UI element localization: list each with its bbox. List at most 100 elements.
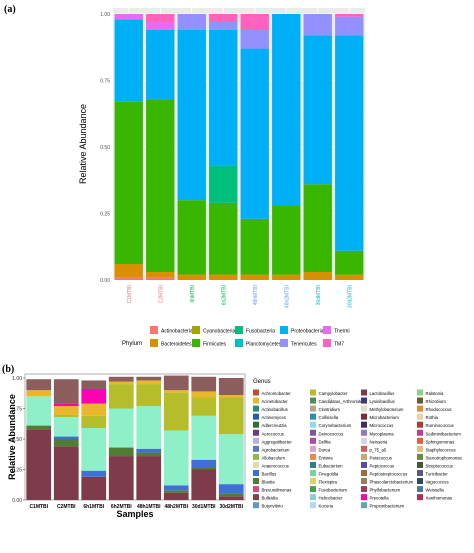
chart-b-legend-label: Campylobacter <box>319 391 348 396</box>
chart-b-legend-swatch <box>417 429 423 436</box>
chart-b-bar-segment <box>191 469 217 500</box>
chart-b-legend-swatch <box>361 437 367 444</box>
chart-a-x-tick-label: 30dMTBI <box>316 285 322 305</box>
chart-b-legend-swatch <box>253 486 259 493</box>
chart-a-bar-segment <box>209 165 238 203</box>
chart-b-bar-segment <box>218 493 244 497</box>
chart-b-legend-label: Peptostreptococcus <box>370 472 408 477</box>
chart-b-legend-swatch <box>310 486 316 493</box>
chart-a-legend-label: Actinobacteria <box>161 329 193 335</box>
chart-b-bar-segment <box>53 379 79 404</box>
chart-b-legend-swatch <box>417 405 423 412</box>
chart-b-legend-label: Paracoccus <box>370 455 392 460</box>
chart-b-legend-label: Stenotrophomonas <box>426 455 462 460</box>
chart-a-bar-segment <box>303 35 332 185</box>
chart-a-legend-label: Fusobacteria <box>246 329 275 335</box>
chart-a-bar-segment <box>209 14 238 22</box>
chart-b-bar-segment <box>53 414 79 418</box>
chart-b-bar-segment <box>108 381 134 385</box>
chart-b-legend-label: Turicibacter <box>426 472 449 477</box>
chart-a-bar-segment <box>114 19 143 102</box>
chart-b-legend-swatch <box>253 461 259 468</box>
chart-b-bar-segment <box>108 447 134 457</box>
chart-a-y-tick-label: 1.00 <box>100 12 110 18</box>
chart-b-legend-label: Phyllobacterium <box>370 488 401 493</box>
chart-b-bar-segment <box>136 380 162 385</box>
chart-b-legend-label: Kocuria <box>319 504 334 509</box>
chart-b-legend-swatch <box>417 389 423 396</box>
chart-a-x-tick-label: C2MTBI <box>158 285 164 303</box>
chart-b-legend-label: Flexispira <box>319 480 338 485</box>
chart-a-legend-swatch <box>280 339 288 347</box>
chart-b-legend-swatch <box>253 405 259 412</box>
chart-b-bar-segment <box>191 391 217 398</box>
chart-b-bar-segment <box>163 390 189 393</box>
chart-b-legend-swatch <box>361 453 367 460</box>
chart-b-y-axis-title: Relative Abundance <box>7 394 17 480</box>
chart-b-legend-label: Phascolarctobacterium <box>370 480 414 485</box>
chart-b-bar-segment <box>26 379 52 391</box>
chart-a-legend-swatch <box>192 339 200 347</box>
chart-b-legend-label: Rothia <box>426 415 439 420</box>
chart-b-legend-label: Erwinia <box>319 455 334 460</box>
chart-b-legend-swatch <box>417 445 423 452</box>
chart-b-legend-label: Actinobacillus <box>262 407 288 412</box>
chart-a-bar-segment <box>240 29 269 49</box>
chart-b-legend-swatch <box>310 502 316 509</box>
chart-b-legend-swatch <box>361 478 367 485</box>
chart-b-legend-title: Genus <box>253 379 271 385</box>
chart-b: 0.00 0.25 0.50 0.75 1.00 C1MTBI C2MTBI 6h1MTBI… <box>7 373 462 519</box>
chart-b-bar-segment <box>136 456 162 500</box>
chart-b-legend-swatch <box>310 429 316 436</box>
chart-b-legend-label: Lactobacillus <box>370 391 395 396</box>
chart-b-y-ticks: 0.00 0.25 0.50 0.75 1.00 <box>12 376 25 504</box>
panel-a-label: (a) <box>4 4 16 15</box>
chart-b-legend-swatch <box>253 413 259 420</box>
chart-b-legend-label: Brevundimonas <box>262 488 292 493</box>
chart-a-bar-segment <box>335 250 364 275</box>
chart-b-x-ticks: C1MTBI C2MTBI 6h1MTBI 6h2MTBI 48h1MTBI 48h2MT… <box>29 504 243 510</box>
chart-b-legend-swatch <box>253 470 259 476</box>
chart-a-y-tick-label: 0.25 <box>100 212 110 218</box>
chart-a-bar-segment <box>114 101 143 265</box>
chart-b-bar-segment <box>81 476 107 500</box>
chart-b-bar-segment <box>218 397 244 435</box>
chart-a-x-tick-label: 30d2MTBI <box>347 285 353 308</box>
chart-b-legend-swatch <box>417 397 423 404</box>
chart-b-bar-segment <box>136 406 162 449</box>
chart-b-bar-segment <box>191 376 217 392</box>
chart-b-legend-label: Collinsella <box>319 415 339 420</box>
chart-b-x-tick-label: 48h2MTBI <box>164 504 188 510</box>
chart-a-bar-segment <box>272 205 301 275</box>
chart-b-legend-label: Sediminibacterium <box>426 431 462 436</box>
chart-b-legend-label: Acinetobacter <box>262 399 289 404</box>
chart-b-bar-segment <box>163 430 189 486</box>
chart-b-bar-segment <box>108 408 134 448</box>
chart-b-bar-segment <box>26 429 52 500</box>
chart-a-bar-segment <box>209 21 238 30</box>
chart-b-legend-swatch <box>310 470 316 476</box>
chart-b-legend-swatch <box>361 429 367 436</box>
chart-b-legend-swatch <box>361 405 367 412</box>
chart-b-bar-segment <box>218 378 244 396</box>
chart-b-legend-swatch <box>310 437 316 444</box>
chart-b-legend-swatch <box>253 429 259 436</box>
chart-a-bar-segment <box>177 200 206 275</box>
chart-b-legend-swatch <box>417 486 423 493</box>
chart-b-bar-segment <box>26 396 52 426</box>
chart-b-legend-label: Deinococcus <box>319 431 344 436</box>
chart-b-bar-segment <box>53 446 79 500</box>
chart-b-legend-label: Sphingomonas <box>426 439 455 444</box>
chart-b-bar-segment <box>81 388 107 404</box>
chart-b-bar-segment <box>191 459 217 468</box>
chart-a-bar-segment <box>209 29 238 166</box>
chart-b-legend-swatch <box>361 389 367 396</box>
chart-b-legend-label: Delftia <box>319 439 332 444</box>
chart-a-bar-segment <box>209 202 238 275</box>
chart-a-y-axis-title: Relative Abundance <box>78 104 88 184</box>
chart-a-bar-segment <box>146 14 175 22</box>
chart-b-legend-label: Ralstonia <box>426 391 445 396</box>
chart-b-legend-swatch <box>417 421 423 428</box>
chart-a-bar-segment <box>114 264 143 278</box>
